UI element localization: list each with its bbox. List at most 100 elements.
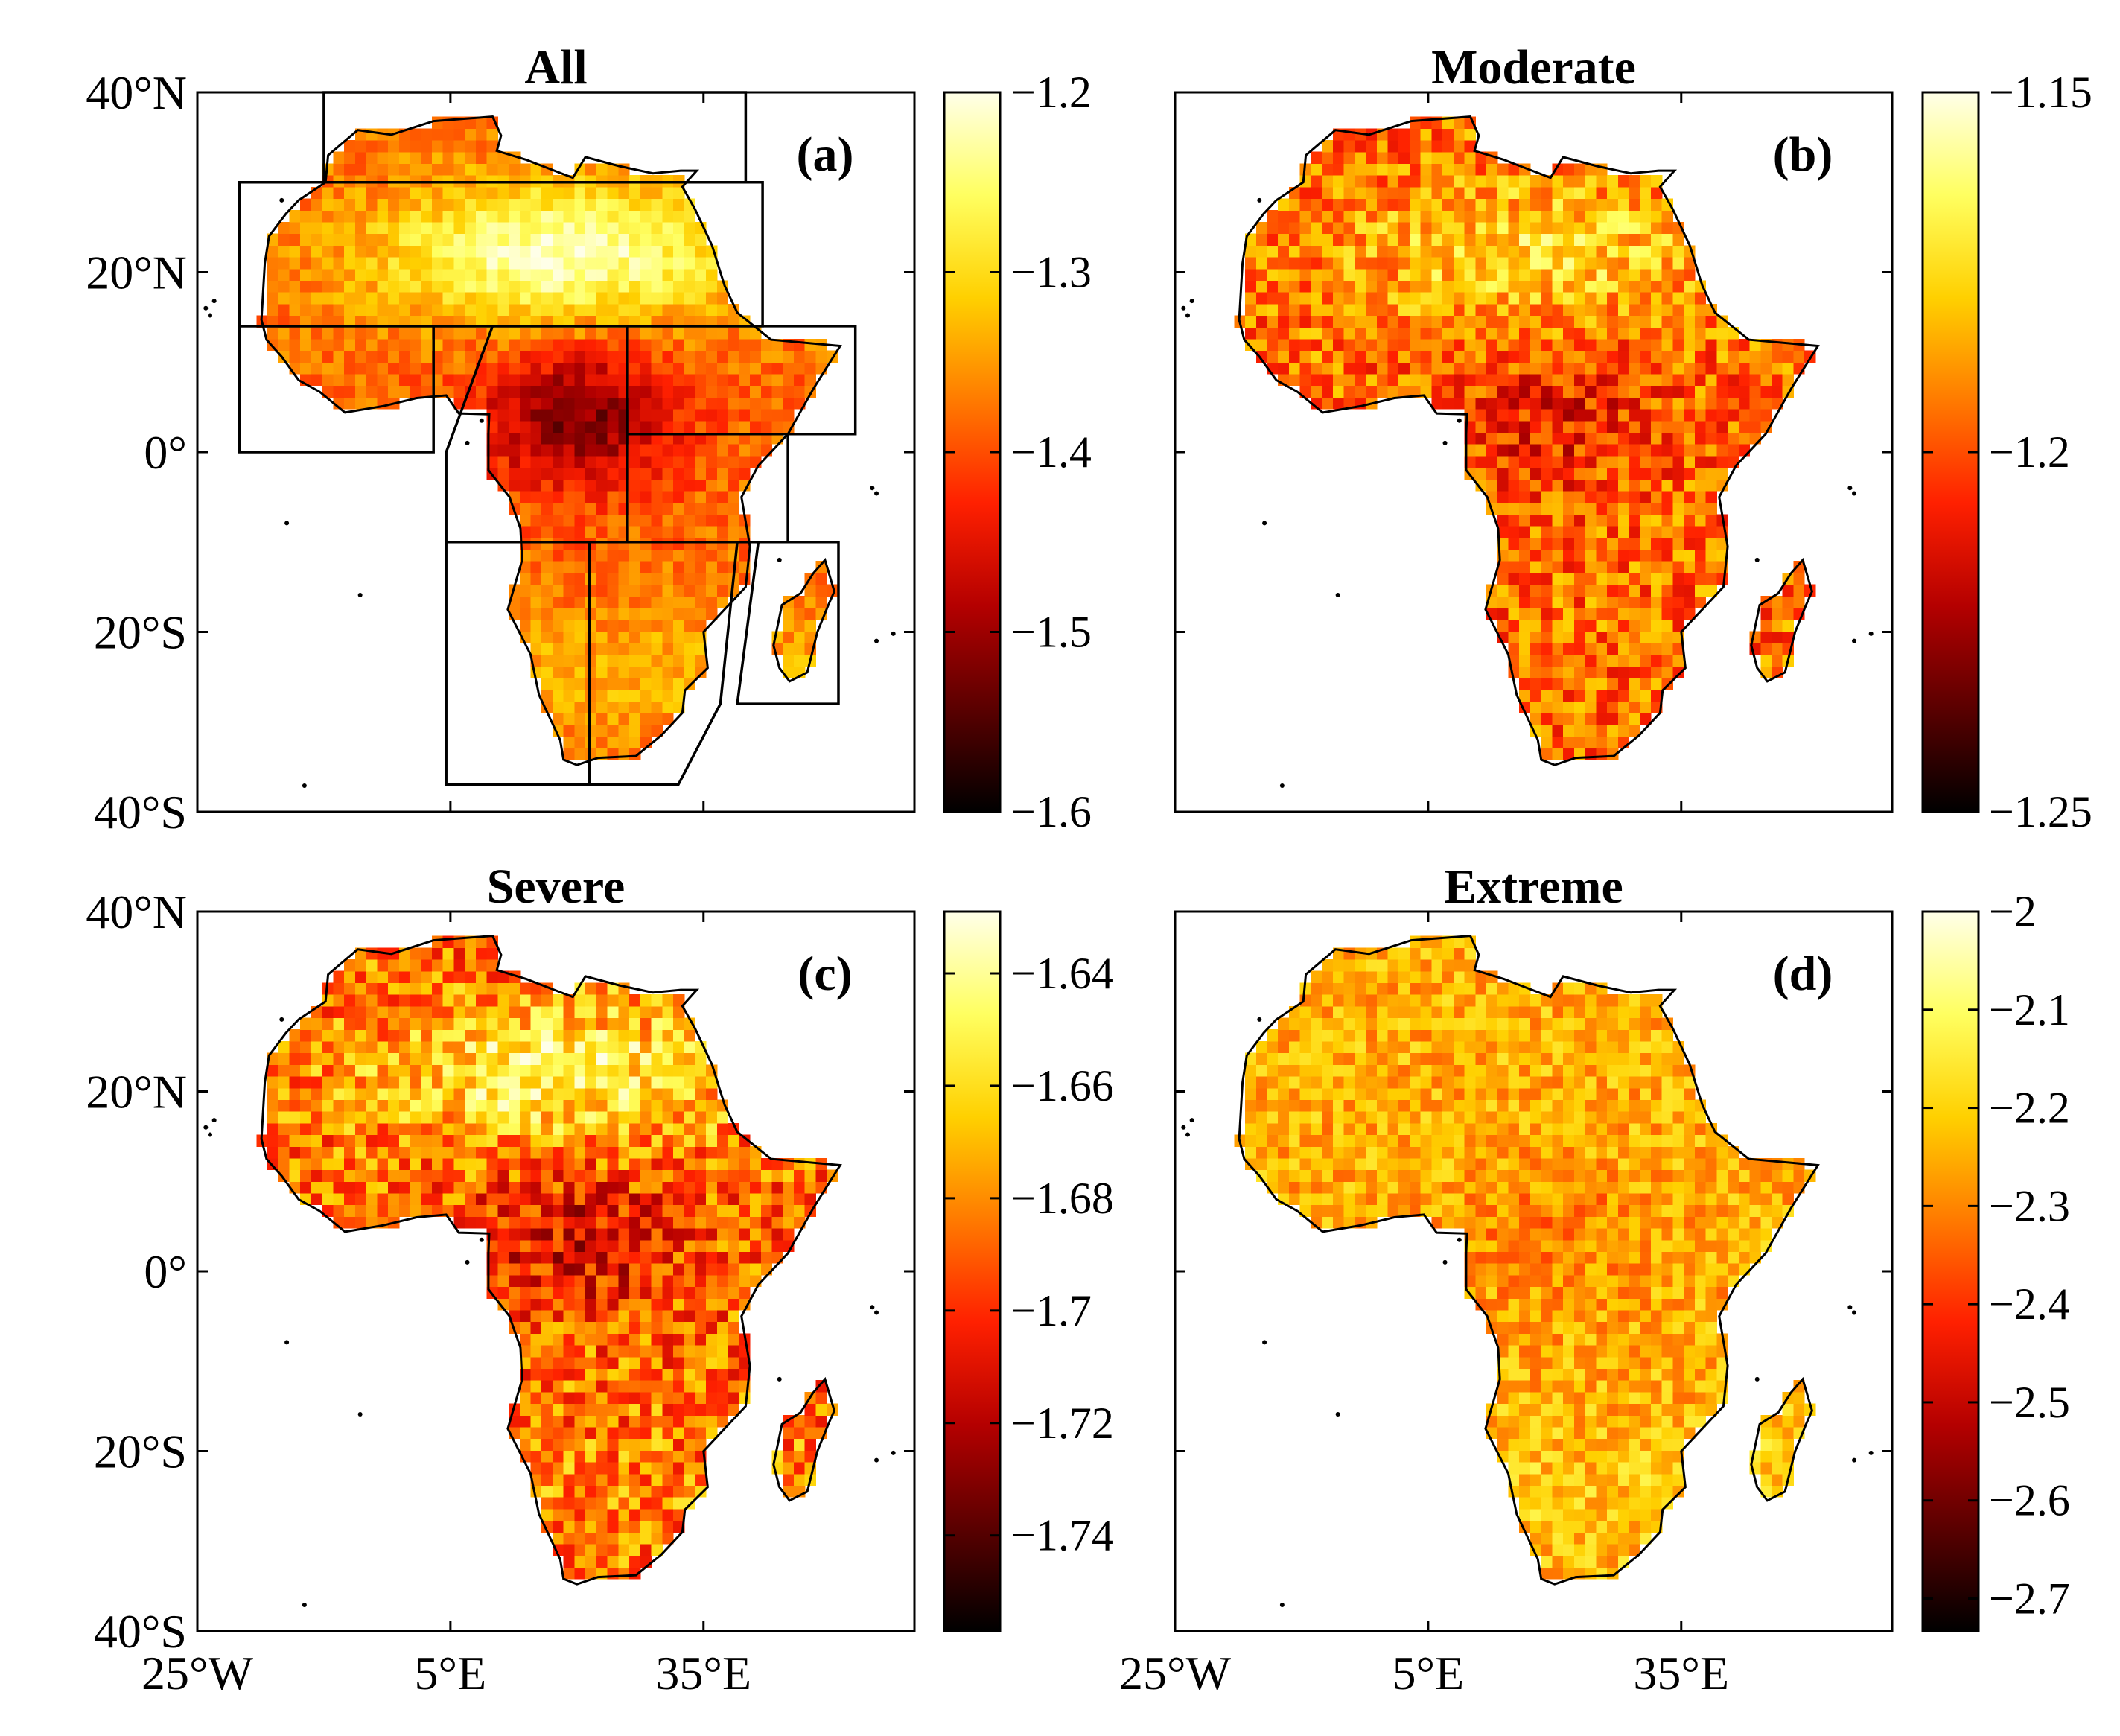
grid-cell <box>1278 1017 1290 1030</box>
grid-cell <box>574 526 586 538</box>
grid-cell <box>629 1228 641 1241</box>
grid-cell <box>662 257 674 270</box>
grid-cell <box>1453 140 1465 153</box>
grid-cell <box>432 1204 444 1217</box>
grid-cell <box>1387 221 1399 235</box>
grid-cell <box>596 303 608 317</box>
grid-cell <box>1672 502 1684 515</box>
grid-cell <box>465 1169 477 1182</box>
grid-cell <box>1332 315 1345 328</box>
grid-cell <box>739 350 751 363</box>
grid-cell <box>673 678 685 690</box>
grid-cell <box>563 1169 575 1182</box>
grid-cell <box>1585 490 1597 503</box>
grid-cell <box>421 221 433 235</box>
grid-cell <box>1508 198 1520 211</box>
grid-cell <box>1464 303 1476 317</box>
grid-cell <box>585 233 597 246</box>
grid-cell <box>1772 596 1783 608</box>
grid-cell <box>486 1076 498 1089</box>
grid-cell <box>760 1216 773 1229</box>
grid-cell <box>673 689 685 702</box>
grid-cell <box>1475 175 1487 188</box>
grid-cell <box>442 1111 454 1124</box>
grid-cell <box>607 1321 619 1334</box>
grid-cell <box>388 1111 400 1124</box>
grid-cell <box>618 292 630 305</box>
grid-cell <box>783 654 795 667</box>
grid-cell <box>530 1111 542 1124</box>
island-dot <box>479 1237 484 1242</box>
grid-cells <box>1234 935 1816 1580</box>
grid-cell <box>1355 1169 1366 1182</box>
grid-cell <box>311 362 323 375</box>
grid-cell <box>475 1087 488 1100</box>
grid-cell <box>1366 186 1378 200</box>
grid-cell <box>1607 373 1619 387</box>
grid-cell <box>684 1216 695 1229</box>
grid-cell <box>629 1263 641 1276</box>
grid-cell <box>553 1052 564 1065</box>
grid-cell <box>695 1064 707 1077</box>
grid-cell <box>651 1111 663 1124</box>
grid-cell <box>541 1052 553 1065</box>
grid-cell <box>465 233 477 246</box>
grid-cell <box>1629 292 1640 305</box>
grid-cell <box>530 1087 542 1100</box>
grid-cell <box>1684 432 1696 445</box>
grid-cell <box>607 561 619 573</box>
colorbar-label: −1.6 <box>1010 787 1092 836</box>
colorbar-label: −1.5 <box>1010 608 1092 657</box>
grid-cell <box>278 292 290 305</box>
grid-cell <box>509 163 521 176</box>
grid-cell <box>486 268 498 281</box>
grid-cell <box>684 1228 695 1241</box>
grid-cell <box>1596 654 1608 667</box>
grid-cell <box>760 420 773 433</box>
grid-cell <box>366 257 378 270</box>
grid-cell <box>739 1134 751 1147</box>
grid-cell <box>662 1263 674 1276</box>
grid-cell <box>497 1111 509 1124</box>
grid-cell <box>563 1005 575 1019</box>
grid-cell <box>651 724 663 737</box>
grid-cell <box>1366 1076 1378 1089</box>
grid-cell <box>684 327 695 340</box>
grid-cell <box>695 619 707 632</box>
grid-cell <box>1607 596 1619 608</box>
grid-cell <box>278 280 290 293</box>
grid-cell <box>1288 245 1301 258</box>
grid-cell <box>794 385 806 398</box>
grid-cell <box>1431 327 1443 340</box>
grid-cell <box>662 280 674 293</box>
grid-cell <box>1596 198 1608 211</box>
grid-cell <box>1366 1169 1378 1182</box>
grid-cell <box>618 1052 630 1065</box>
grid-cell <box>739 315 751 328</box>
grid-cell <box>442 151 454 164</box>
grid-cell <box>1640 280 1652 293</box>
grid-cell <box>1355 151 1366 164</box>
grid-cell <box>684 1286 695 1299</box>
grid-cell <box>1716 549 1728 562</box>
grid-cell <box>1519 444 1531 457</box>
grid-cell <box>1563 257 1575 270</box>
grid-cell <box>1343 1040 1355 1054</box>
grid-cell <box>783 1426 795 1440</box>
grid-cell <box>1541 561 1553 573</box>
grid-cell <box>662 1473 674 1486</box>
grid-cell <box>1267 1122 1279 1136</box>
grid-cell <box>607 221 619 235</box>
grid-cell <box>1651 502 1663 515</box>
grid-cell <box>1530 385 1542 398</box>
grid-cell <box>486 338 498 352</box>
grid-cell <box>1596 549 1608 562</box>
grid-cell <box>673 233 685 246</box>
grid-cell <box>442 1146 454 1159</box>
grid-cell <box>1651 689 1663 702</box>
grid-cell <box>509 1076 521 1089</box>
grid-cell <box>684 572 695 585</box>
grid-cell <box>640 350 652 363</box>
grid-cell <box>662 701 674 713</box>
grid-cell <box>519 572 532 585</box>
